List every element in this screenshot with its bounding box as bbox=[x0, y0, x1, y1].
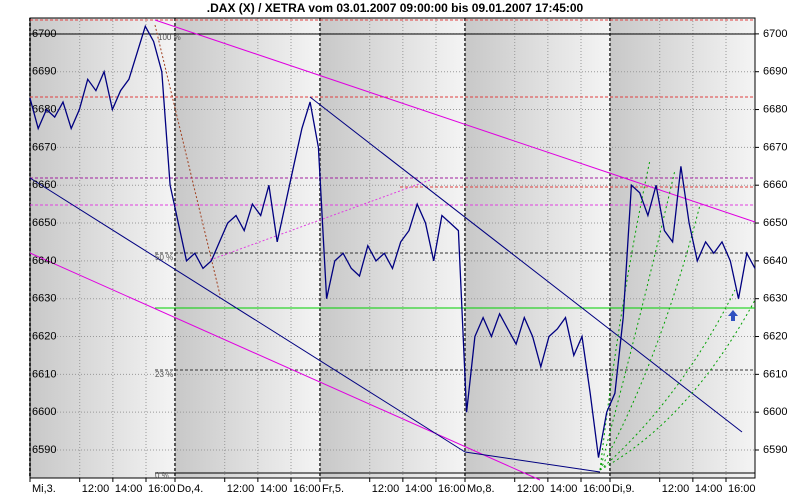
fib-label: 50 % bbox=[155, 253, 173, 262]
x-tick-label: Fr,5. bbox=[322, 483, 344, 495]
x-tick-label: 14:00 bbox=[695, 483, 723, 495]
trend-line bbox=[29, 177, 466, 453]
x-tick-label: 14:00 bbox=[405, 483, 433, 495]
y-tick-label: 6690 bbox=[32, 66, 56, 78]
y-tick-label: 6650 bbox=[32, 217, 56, 229]
x-tick-label: 14:00 bbox=[115, 483, 143, 495]
trend-line bbox=[464, 451, 601, 473]
y-tick-label: 6700 bbox=[32, 28, 56, 40]
x-tick-label: 16:00 bbox=[293, 483, 321, 495]
x-tick-label: Do,4. bbox=[177, 483, 203, 495]
x-tick-label: 12:00 bbox=[227, 483, 255, 495]
y-tick-label: 6680 bbox=[763, 103, 787, 115]
y-tick-label: 6640 bbox=[763, 255, 787, 267]
x-tick-label: 12:00 bbox=[662, 483, 690, 495]
x-tick-label: 12:00 bbox=[372, 483, 400, 495]
fib-label: 23 % bbox=[155, 370, 173, 379]
studies bbox=[29, 19, 756, 481]
x-tick-label: 16:00 bbox=[148, 483, 176, 495]
fib-label: 0 % bbox=[155, 471, 169, 480]
x-tick-label: 12:00 bbox=[517, 483, 545, 495]
y-tick-label: 6650 bbox=[763, 217, 787, 229]
y-tick-label: 6630 bbox=[763, 293, 787, 305]
y-tick-label: 6660 bbox=[32, 179, 56, 191]
y-tick-label: 6600 bbox=[763, 406, 787, 418]
y-tick-label: 6600 bbox=[32, 406, 56, 418]
arrow-marker bbox=[728, 310, 738, 321]
day-band bbox=[30, 18, 175, 478]
x-tick-label: 14:00 bbox=[550, 483, 578, 495]
x-tick-label: Di,9. bbox=[612, 483, 635, 495]
trend-line bbox=[209, 179, 431, 261]
price-line bbox=[29, 24, 756, 458]
x-tick-label: 16:00 bbox=[438, 483, 466, 495]
x-tick-label: 14:00 bbox=[260, 483, 288, 495]
y-tick-label: 6590 bbox=[32, 444, 56, 456]
y-tick-label: 6610 bbox=[763, 368, 787, 380]
trend-line bbox=[309, 96, 743, 433]
day-band bbox=[465, 18, 610, 478]
plot-frame bbox=[29, 17, 756, 479]
x-tick-label: 16:00 bbox=[728, 483, 756, 495]
x-tick-label: Mi,3. bbox=[32, 483, 56, 495]
day-band bbox=[175, 18, 320, 478]
day-shading bbox=[29, 18, 755, 478]
y-tick-label: 6670 bbox=[763, 141, 787, 153]
day-band bbox=[320, 18, 465, 478]
y-tick-label: 6700 bbox=[763, 28, 787, 40]
x-tick-label: Mo,8. bbox=[467, 483, 495, 495]
y-tick-label: 6610 bbox=[32, 368, 56, 380]
y-tick-label: 6660 bbox=[763, 179, 787, 191]
x-tick-label: 12:00 bbox=[82, 483, 110, 495]
day-band bbox=[610, 18, 755, 478]
chart-title: .DAX (X) / XETRA vom 03.01.2007 09:00:00… bbox=[207, 1, 584, 15]
fib-label: 100 % bbox=[158, 33, 181, 42]
y-tick-label: 6590 bbox=[763, 444, 787, 456]
y-tick-label: 6630 bbox=[32, 293, 56, 305]
y-tick-label: 6620 bbox=[763, 330, 787, 342]
y-tick-label: 6620 bbox=[32, 330, 56, 342]
x-tick-label: 16:00 bbox=[583, 483, 611, 495]
y-tick-label: 6640 bbox=[32, 255, 56, 267]
y-tick-label: 6670 bbox=[32, 141, 56, 153]
trend-line bbox=[29, 252, 541, 481]
y-tick-label: 6690 bbox=[763, 66, 787, 78]
